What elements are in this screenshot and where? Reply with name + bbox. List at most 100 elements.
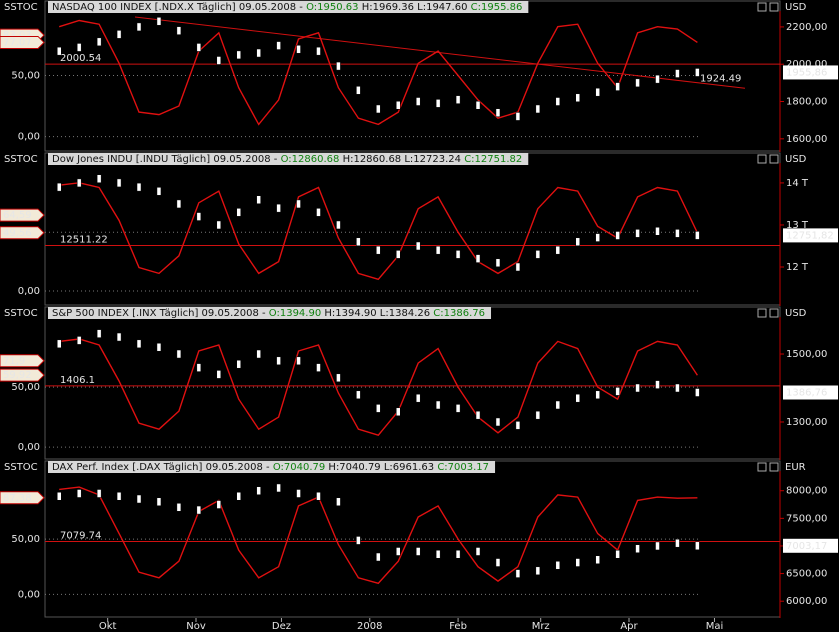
candle	[336, 61, 341, 71]
candle	[695, 68, 700, 77]
candle	[396, 407, 401, 417]
header-open: O:7040.79	[273, 462, 325, 473]
x-tick-label: Apr	[620, 621, 638, 632]
candle	[376, 552, 381, 562]
candle	[415, 241, 421, 251]
candle	[475, 547, 481, 556]
candle	[495, 558, 501, 567]
candle	[515, 421, 521, 430]
header: NASDAQ 100 INDEX [.NDX.X Täglich] 09.05.…	[52, 2, 522, 13]
x-tick-label: Okt	[99, 621, 117, 632]
candle	[535, 410, 541, 420]
candle	[595, 555, 600, 565]
y2-tick-label: 0,00	[18, 132, 40, 143]
candle	[655, 380, 660, 389]
marker-box	[0, 208, 45, 222]
candle	[156, 187, 162, 196]
candle	[396, 100, 401, 110]
candle	[236, 491, 241, 501]
candle	[515, 112, 521, 121]
candle	[615, 549, 620, 559]
x-tick-label: Mai	[706, 621, 724, 632]
candle	[495, 108, 501, 117]
candle	[435, 400, 441, 410]
header: Dow Jones INDU [.INDU Täglich] 09.05.200…	[52, 154, 522, 165]
header-date: 09.05.2008 -	[202, 308, 266, 319]
window-button	[757, 154, 767, 164]
candle	[176, 503, 182, 512]
candle	[216, 56, 222, 65]
candle	[96, 174, 102, 183]
header-name: Dow Jones INDU [.INDU Täglich]	[52, 154, 210, 165]
candle	[595, 87, 600, 97]
y-tick-label: 12 T	[786, 262, 809, 273]
candle	[256, 486, 261, 495]
candle	[136, 182, 142, 192]
stoch-line	[59, 486, 698, 585]
candle	[216, 500, 222, 509]
candle	[695, 388, 700, 397]
candle	[435, 245, 441, 255]
candle	[196, 505, 202, 515]
candle	[136, 339, 142, 349]
candle	[336, 220, 341, 230]
candle	[136, 22, 142, 32]
stoch-line	[59, 338, 698, 437]
window-button	[757, 2, 767, 12]
candle	[455, 549, 461, 559]
candle	[116, 332, 122, 342]
candle	[76, 43, 82, 52]
candle	[176, 199, 182, 209]
last-price-label: 1386,76	[786, 387, 827, 398]
last-price-label: 1955,86	[786, 67, 827, 78]
header-hl: H:1394.90 L:1384.26	[324, 308, 430, 319]
header-close: C:12751.82	[464, 154, 522, 165]
candle	[196, 212, 202, 221]
candle	[256, 48, 261, 58]
candle	[116, 491, 122, 501]
marker-label: 77,07	[3, 37, 32, 48]
candle	[336, 497, 341, 507]
header-bg	[48, 461, 496, 473]
candle	[595, 390, 600, 400]
candle	[136, 494, 142, 504]
x-tick-label: Dez	[272, 621, 291, 632]
y-tick-label: 13 T	[786, 220, 809, 231]
candle	[96, 489, 102, 498]
header-hl: H:7040.79 L:6961.63	[328, 462, 434, 473]
currency-label: USD	[785, 308, 807, 319]
candle	[296, 45, 301, 54]
candle	[615, 231, 620, 240]
candle	[216, 220, 222, 230]
window-button	[757, 308, 767, 318]
last-price-box	[783, 65, 838, 80]
candle	[96, 37, 102, 47]
panel-label: SSTOC	[4, 462, 38, 473]
x-tick-label: 2008	[357, 621, 382, 632]
candle	[316, 363, 321, 372]
candle	[256, 195, 261, 204]
candle	[376, 104, 381, 114]
candle	[615, 387, 620, 396]
header-name: S&P 500 INDEX [.INX Täglich]	[52, 308, 198, 319]
marker-label: 87,38	[3, 493, 32, 504]
candle	[356, 237, 361, 247]
candle	[56, 491, 62, 501]
marker-label: 64,59	[3, 210, 32, 221]
y-tick-label: 8000,00	[786, 486, 827, 497]
marker-box	[0, 354, 45, 368]
candle	[316, 46, 321, 56]
candle	[695, 231, 700, 240]
marker-box	[0, 491, 45, 505]
y-tick-label: 14 T	[786, 178, 809, 189]
candle	[56, 182, 62, 192]
y-tick-label: 2200,00	[786, 22, 827, 33]
candle	[475, 100, 481, 110]
candle	[635, 544, 640, 553]
candle	[396, 547, 401, 556]
x-tick-label: Feb	[449, 621, 467, 632]
currency-label: USD	[785, 2, 807, 13]
panel-label: SSTOC	[4, 308, 38, 319]
y2-tick-label: 0,00	[18, 286, 40, 297]
